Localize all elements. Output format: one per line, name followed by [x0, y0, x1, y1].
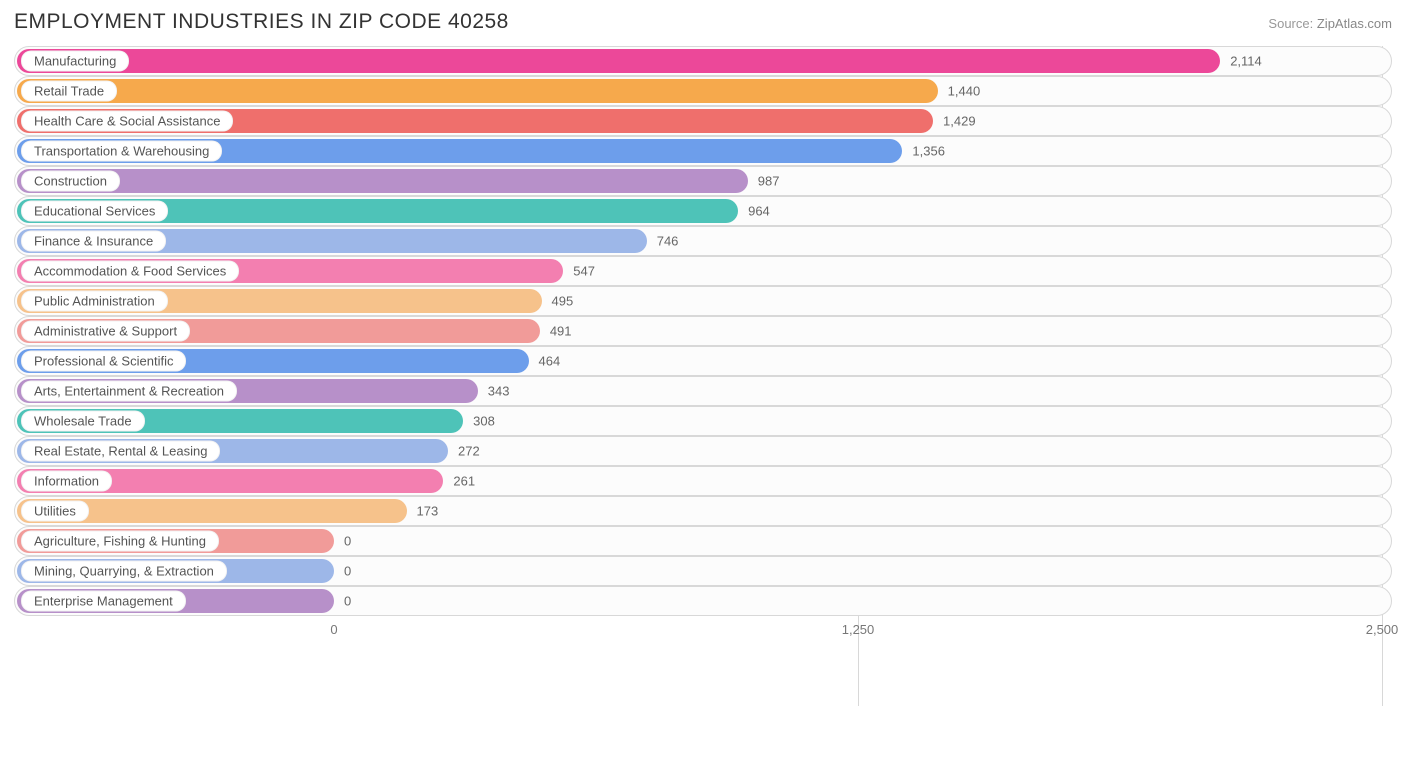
- value-label: 0: [344, 534, 351, 549]
- category-pill: Utilities: [21, 501, 89, 522]
- chart-source: Source: ZipAtlas.com: [1268, 16, 1392, 31]
- value-label: 964: [748, 204, 770, 219]
- bar-row: Manufacturing 2,114: [14, 46, 1392, 76]
- category-pill: Mining, Quarrying, & Extraction: [21, 561, 227, 582]
- bar-row: Public Administration 495: [14, 286, 1392, 316]
- category-pill: Construction: [21, 171, 120, 192]
- value-label: 547: [573, 264, 595, 279]
- chart-title: EMPLOYMENT INDUSTRIES IN ZIP CODE 40258: [14, 10, 509, 34]
- category-pill: Professional & Scientific: [21, 351, 186, 372]
- bar-row: Mining, Quarrying, & Extraction 0: [14, 556, 1392, 586]
- axis-tick-label: 2,500: [1366, 622, 1399, 637]
- chart-header: EMPLOYMENT INDUSTRIES IN ZIP CODE 40258 …: [14, 10, 1392, 34]
- source-name: ZipAtlas.com: [1317, 16, 1392, 31]
- value-label: 343: [488, 384, 510, 399]
- bar-row: Enterprise Management 0: [14, 586, 1392, 616]
- value-label: 308: [473, 414, 495, 429]
- axis-tick-label: 0: [330, 622, 337, 637]
- bar-row: Professional & Scientific 464: [14, 346, 1392, 376]
- value-label: 495: [552, 294, 574, 309]
- bar-row: Retail Trade 1,440: [14, 76, 1392, 106]
- category-pill: Enterprise Management: [21, 591, 186, 612]
- axis-tick-label: 1,250: [842, 622, 875, 637]
- category-pill: Manufacturing: [21, 51, 129, 72]
- bar-fill: [17, 169, 748, 193]
- category-pill: Arts, Entertainment & Recreation: [21, 381, 237, 402]
- category-pill: Administrative & Support: [21, 321, 190, 342]
- category-pill: Health Care & Social Assistance: [21, 111, 233, 132]
- category-pill: Accommodation & Food Services: [21, 261, 239, 282]
- bar-fill: [17, 49, 1220, 73]
- bar-row: Agriculture, Fishing & Hunting 0: [14, 526, 1392, 556]
- category-pill: Real Estate, Rental & Leasing: [21, 441, 220, 462]
- bar-row: Transportation & Warehousing 1,356: [14, 136, 1392, 166]
- x-axis: 01,2502,500: [14, 620, 1392, 644]
- value-label: 261: [453, 474, 475, 489]
- category-pill: Wholesale Trade: [21, 411, 145, 432]
- chart-rows: Manufacturing 2,114 Retail Trade 1,440 Healt…: [14, 46, 1392, 616]
- bar-row: Educational Services 964: [14, 196, 1392, 226]
- bar-row: Real Estate, Rental & Leasing 272: [14, 436, 1392, 466]
- chart-area: Manufacturing 2,114 Retail Trade 1,440 Healt…: [14, 46, 1392, 644]
- bar-row: Administrative & Support 491: [14, 316, 1392, 346]
- bar-fill: [17, 79, 938, 103]
- bar-row: Construction 987: [14, 166, 1392, 196]
- value-label: 173: [417, 504, 439, 519]
- value-label: 1,356: [912, 144, 945, 159]
- value-label: 987: [758, 174, 780, 189]
- value-label: 746: [657, 234, 679, 249]
- value-label: 0: [344, 564, 351, 579]
- category-pill: Finance & Insurance: [21, 231, 166, 252]
- bar-row: Utilities 173: [14, 496, 1392, 526]
- bar-row: Wholesale Trade 308: [14, 406, 1392, 436]
- category-pill: Information: [21, 471, 112, 492]
- category-pill: Public Administration: [21, 291, 168, 312]
- value-label: 0: [344, 594, 351, 609]
- bar-row: Finance & Insurance 746: [14, 226, 1392, 256]
- bar-row: Accommodation & Food Services 547: [14, 256, 1392, 286]
- bar-row: Arts, Entertainment & Recreation 343: [14, 376, 1392, 406]
- bar-row: Health Care & Social Assistance 1,429: [14, 106, 1392, 136]
- value-label: 1,429: [943, 114, 976, 129]
- source-label: Source:: [1268, 16, 1313, 31]
- category-pill: Retail Trade: [21, 81, 117, 102]
- category-pill: Agriculture, Fishing & Hunting: [21, 531, 219, 552]
- value-label: 491: [550, 324, 572, 339]
- value-label: 272: [458, 444, 480, 459]
- value-label: 2,114: [1230, 54, 1262, 69]
- value-label: 464: [539, 354, 561, 369]
- bar-row: Information 261: [14, 466, 1392, 496]
- value-label: 1,440: [948, 84, 981, 99]
- category-pill: Educational Services: [21, 201, 168, 222]
- category-pill: Transportation & Warehousing: [21, 141, 222, 162]
